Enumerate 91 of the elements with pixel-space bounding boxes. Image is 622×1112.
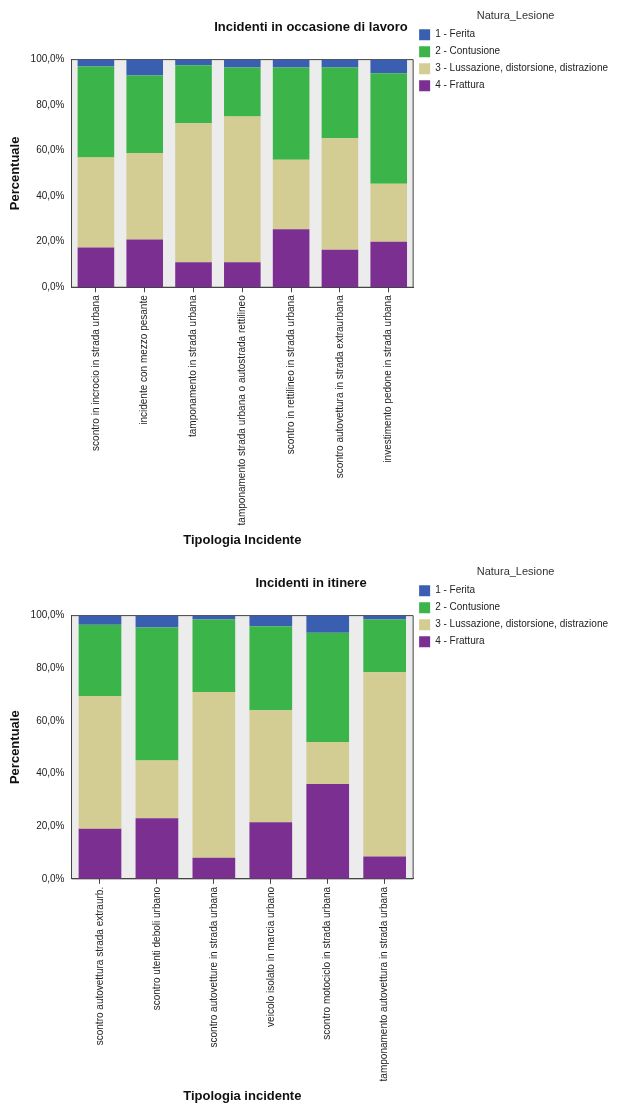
bar: [135, 615, 179, 628]
bar: [249, 626, 293, 711]
x-tick-label: tamponamento strada urbana o autostrada rettilineo: [236, 294, 248, 526]
bar: [272, 59, 310, 68]
bar: [363, 672, 407, 857]
y-tick-label: 40,0%: [36, 189, 65, 201]
bar: [135, 760, 179, 819]
legend-label: 1 - Ferita: [435, 584, 476, 596]
y-tick-label: 0,0%: [41, 281, 65, 292]
bar: [363, 615, 407, 620]
bar: [306, 741, 350, 785]
bar: [272, 67, 310, 160]
bar: [306, 784, 350, 879]
x-axis-title: Tipologia incidente: [183, 1087, 302, 1103]
x-tick-label: scontro utenti deboli urbano: [150, 886, 162, 1011]
bar: [306, 632, 350, 742]
y-tick-label: 100,0%: [30, 609, 65, 621]
y-tick-label: 20,0%: [36, 819, 65, 831]
legend-label: 1 - Ferita: [435, 28, 476, 40]
chart-title: Incidenti in occasione di lavoro: [214, 19, 408, 35]
bar: [192, 691, 236, 858]
y-tick-label: 20,0%: [36, 235, 65, 247]
bar: [175, 65, 212, 124]
bar: [192, 857, 236, 879]
bar: [78, 624, 122, 696]
x-tick-label: scontro in rettilineo in strada urbana: [284, 294, 296, 455]
bar: [77, 66, 115, 158]
x-tick-label: incidente con mezzo pesante: [138, 294, 150, 425]
bar: [321, 249, 359, 288]
x-axis-title: Tipologia Incidente: [183, 531, 302, 547]
bar: [321, 138, 359, 250]
x-tick-label: scontro motociclo in strada urbana: [321, 886, 333, 1040]
bar: [224, 67, 261, 117]
bar: [370, 59, 408, 74]
x-tick-label: veicolo isolato in marcia urbano: [264, 886, 276, 1027]
legend-label: 3 - Lussazione, distorsione, distrazione: [435, 618, 609, 630]
bar: [78, 615, 122, 625]
bar: [321, 67, 359, 139]
legend-title: Natura_Lesione: [476, 564, 555, 577]
y-tick-label: 80,0%: [36, 98, 65, 110]
bar: [126, 152, 164, 240]
legend-label: 4 - Frattura: [435, 79, 486, 91]
y-tick-label: 80,0%: [36, 662, 65, 673]
chart-title: Incidenti in itinere: [255, 575, 367, 591]
x-tick-label: scontro in incrocio in strada urbana: [89, 294, 101, 451]
x-tick-label: scontro autovetture in strada urbana: [207, 886, 219, 1048]
bar: [126, 239, 164, 288]
bar: [135, 818, 179, 879]
bar: [249, 822, 293, 879]
y-tick-label: 60,0%: [36, 144, 65, 156]
legend-label: 2 - Contusione: [435, 45, 501, 57]
y-axis-title: Percentuale: [7, 136, 23, 211]
legend-label: 4 - Frattura: [435, 635, 486, 647]
bar: [78, 828, 122, 879]
bar: [175, 262, 212, 288]
bar: [370, 241, 408, 288]
bar: [363, 856, 407, 879]
x-tick-label: tamponamento in strada urbana: [187, 294, 199, 438]
legend-label: 3 - Lussazione, distorsione, distrazione: [435, 62, 609, 74]
bar: [272, 159, 310, 230]
bar: [370, 73, 408, 184]
bar: [370, 183, 408, 242]
y-tick-label: 0,0%: [41, 872, 65, 884]
bar: [192, 619, 236, 692]
bar: [77, 247, 115, 288]
bar: [249, 710, 293, 823]
bar: [126, 75, 164, 153]
y-tick-label: 60,0%: [36, 714, 65, 726]
x-tick-label: tamponamento autovettura in strada urbana: [378, 886, 390, 1082]
x-tick-label: scontro autovettura strada extraurb.: [93, 886, 105, 1046]
bar: [272, 229, 310, 288]
bar: [306, 615, 350, 633]
bar: [78, 695, 122, 829]
bar: [175, 123, 212, 263]
bar: [77, 157, 115, 248]
legend-title: Natura_Lesione: [476, 8, 555, 21]
bar: [135, 627, 179, 761]
x-tick-label: scontro autovettura in strada extraurbana: [333, 294, 345, 479]
bar: [192, 615, 236, 620]
bar: [249, 615, 293, 627]
y-tick-label: 40,0%: [36, 767, 65, 779]
bar: [126, 59, 164, 76]
y-tick-label: 100,0%: [30, 53, 65, 65]
y-axis-title: Percentuale: [7, 710, 23, 785]
legend-label: 2 - Contusione: [435, 601, 501, 613]
bar: [363, 619, 407, 673]
x-tick-label: investimento pedone in strada urbana: [382, 294, 394, 463]
bar: [224, 59, 261, 68]
bar: [321, 59, 359, 68]
bar: [224, 262, 261, 288]
bar: [224, 116, 261, 263]
